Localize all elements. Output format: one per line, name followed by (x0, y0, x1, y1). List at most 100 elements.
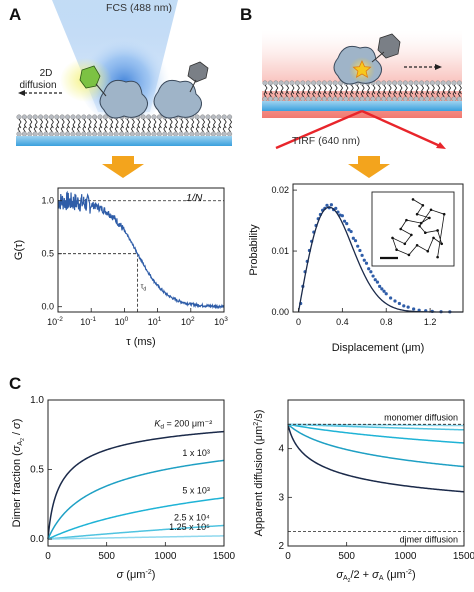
apparent-diffusion-ylabel: Apparent diffusion (μm2/s) (253, 410, 265, 537)
lipid-head-b (327, 96, 333, 102)
lipid-tail-a (120, 125, 123, 133)
diffusion-curve (287, 423, 464, 427)
lipid-tail-a (211, 125, 215, 133)
trajectory-point (428, 216, 431, 220)
lipid-head-a (102, 131, 108, 137)
lipid-head-b (451, 96, 457, 102)
lipid-tail-a (98, 125, 102, 133)
lipid-head-a (97, 131, 103, 137)
lipid-tail-b (452, 90, 456, 98)
displacement-xlabel: Displacement (μm) (332, 342, 425, 354)
lipid-tail-a (44, 125, 48, 133)
dimer-curve (47, 459, 225, 540)
lipid-tail-b (296, 84, 300, 95)
lipid-head-b (446, 96, 452, 102)
lipid-head-b (381, 80, 387, 86)
trajectory-point (424, 231, 427, 234)
lipid-tail-a (168, 125, 172, 133)
displacement-ytick-label: 0.01 (271, 246, 289, 256)
lipid-head-a (162, 131, 168, 137)
lipid-tail-b (414, 90, 418, 98)
lipid-tail-b (430, 90, 434, 98)
apparent-diffusion-axes-frame (287, 399, 465, 547)
lipid-head-a (216, 131, 222, 137)
dimer-curve (47, 430, 225, 540)
kd-label: 1.25 x 10⁵ (169, 522, 210, 532)
displacement-point (382, 289, 386, 293)
displacement-point (371, 274, 375, 278)
lipid-head-a (216, 114, 222, 120)
tirf-beam-in (275, 109, 363, 150)
lipid-head-b (289, 80, 295, 86)
reference-label: monomer diffusion (384, 412, 458, 422)
trajectory-point (432, 236, 435, 240)
trajectory-point (418, 224, 421, 228)
lipid-tail-b (361, 84, 365, 95)
lipid-tail-b (356, 84, 360, 95)
lipid-head-a (140, 114, 146, 120)
trajectory-point (442, 212, 446, 216)
lipid-tail-b (372, 84, 376, 95)
trajectory-inset (371, 191, 455, 267)
lipid-tail-a (201, 125, 204, 133)
displacement-ytick-label: 0.02 (271, 185, 289, 195)
lipid-head-b (419, 96, 425, 102)
lipid-tail-b (323, 84, 327, 95)
lipid-tail-a (114, 125, 118, 133)
glass-slide-b (262, 101, 462, 111)
lipid-tail-a (49, 125, 53, 133)
lipid-head-b (311, 96, 317, 102)
lipid-tail-b (295, 90, 299, 98)
displacement-point (373, 278, 377, 282)
displacement-point (397, 301, 401, 306)
lipid-head-b (397, 96, 403, 102)
displacement-point (389, 296, 393, 300)
lipid-tail-b (448, 84, 452, 95)
displacement-point (345, 222, 349, 226)
trajectory-point (426, 249, 430, 253)
lipid-tail-b (437, 84, 441, 95)
lipid-tail-a (157, 125, 161, 133)
fcs-beam-label: FCS (488 nm) (106, 2, 172, 14)
diffusion-label-line2: diffusion (19, 80, 56, 91)
lipid-head-a (129, 131, 135, 137)
fcs-xtick-label: 103 (214, 316, 228, 327)
trajectory-point (419, 221, 423, 225)
diffusion-xtick-label: 500 (338, 551, 355, 562)
lipid-tail-b (333, 90, 337, 98)
lipid-tail-a (130, 125, 134, 133)
lipid-tail-b (399, 84, 403, 95)
dimer-ytick-label: 1.0 (30, 395, 44, 406)
lipid-head-b (267, 96, 273, 102)
lipid-head-a (32, 131, 38, 137)
lipid-head-b (273, 80, 279, 86)
lipid-tail-b (291, 84, 295, 95)
lipid-tail-b (302, 84, 306, 95)
lipid-tail-a (66, 125, 69, 133)
lipid-head-a (200, 114, 206, 120)
lipid-tail-b (366, 90, 369, 98)
apparent-diffusion-xlabel: σA2/2 + σA (μm-2) (336, 569, 415, 584)
bleached-label-a (187, 61, 209, 83)
lipid-tail-a (103, 125, 107, 133)
lipid-tail-b (339, 90, 342, 98)
lipid-head-a (210, 114, 216, 120)
lipid-head-b (419, 80, 425, 86)
displacement-point (412, 307, 416, 311)
lipid-head-a (92, 131, 98, 137)
displacement-point (369, 270, 373, 274)
glass-slide-a (16, 136, 232, 146)
lipid-tail-b (431, 84, 435, 95)
dimer-xtick-label: 1500 (213, 551, 236, 562)
lipid-head-a (221, 131, 227, 137)
lipid-tail-b (268, 90, 272, 98)
lipid-tail-b (349, 90, 353, 98)
lipid-tail-a (141, 125, 145, 133)
lipid-head-a (156, 131, 162, 137)
lipid-head-b (440, 80, 446, 86)
lipid-tail-b (415, 84, 419, 95)
lipid-tail-a (76, 125, 80, 133)
lipid-tail-b (322, 90, 326, 98)
lipid-head-b (446, 80, 452, 86)
lipid-head-a (21, 131, 27, 137)
